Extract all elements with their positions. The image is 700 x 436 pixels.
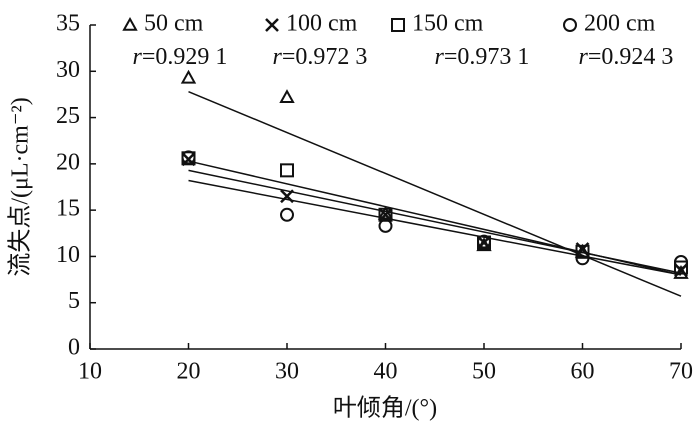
legend-label: 100 cm xyxy=(286,11,358,37)
legend-label: 50 cm xyxy=(144,11,204,37)
x-tick-label: 40 xyxy=(374,359,398,385)
point xyxy=(181,150,196,165)
point xyxy=(575,244,590,259)
legend-label: 200 cm xyxy=(584,11,656,37)
y-tick-label: 15 xyxy=(56,196,80,222)
fit-line xyxy=(188,179,682,276)
x-tick-label: 10 xyxy=(78,359,102,385)
legend-marker xyxy=(265,18,279,32)
y-tick-label: 5 xyxy=(68,288,80,314)
legend-r: r=0.924 3 xyxy=(579,44,674,70)
point xyxy=(280,163,294,178)
y-tick-label: 35 xyxy=(56,11,80,37)
y-tick-label: 10 xyxy=(56,242,80,268)
x-axis-label: 叶倾角/(°) xyxy=(333,395,437,422)
y-tick-label: 25 xyxy=(56,103,80,129)
x-tick-label: 60 xyxy=(571,359,595,385)
y-tick-label: 20 xyxy=(56,149,80,175)
legend-marker xyxy=(391,18,405,32)
fit-line xyxy=(188,160,682,276)
point xyxy=(378,218,393,233)
point xyxy=(674,260,688,275)
point xyxy=(280,207,294,222)
x-tick-label: 50 xyxy=(472,359,496,385)
legend-marker xyxy=(563,18,577,32)
point xyxy=(181,152,196,167)
point xyxy=(674,254,688,269)
x-tick-label: 30 xyxy=(275,359,299,385)
point xyxy=(279,89,295,104)
y-tick-label: 30 xyxy=(56,57,80,83)
legend-r: r=0.972 3 xyxy=(273,44,368,70)
legend-r: r=0.929 1 xyxy=(133,44,228,70)
legend-label: 150 cm xyxy=(412,11,484,37)
legend-marker xyxy=(122,16,138,31)
point xyxy=(575,251,590,266)
y-tick-label: 0 xyxy=(68,335,80,361)
x-tick-label: 20 xyxy=(177,359,201,385)
legend-r: r=0.973 1 xyxy=(435,44,530,70)
point xyxy=(477,234,491,249)
x-tick-label: 70 xyxy=(669,359,693,385)
point xyxy=(180,69,197,84)
fit-line xyxy=(188,90,682,297)
y-axis-label: 流失点/(μL·cm⁻²) xyxy=(7,97,34,276)
